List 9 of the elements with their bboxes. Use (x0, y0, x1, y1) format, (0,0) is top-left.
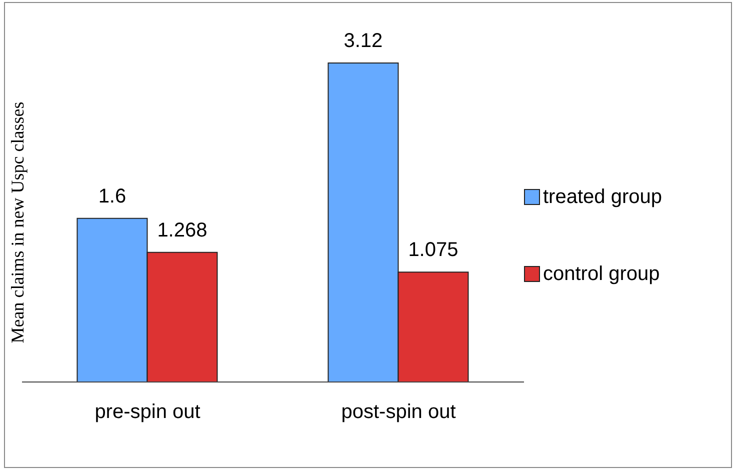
data-label: 1.268 (157, 219, 208, 242)
data-label: 3.12 (344, 30, 383, 52)
x-tick-label: pre-spin out (94, 401, 201, 424)
data-label: 1.6 (98, 185, 126, 208)
legend-label: treated group (543, 186, 662, 208)
legend-label: control group (543, 262, 660, 286)
data-label: 1.075 (408, 239, 458, 262)
y-axis-title: Mean claims in new Uspc classes (7, 102, 28, 344)
x-tick-label: post-spin out (341, 401, 456, 424)
